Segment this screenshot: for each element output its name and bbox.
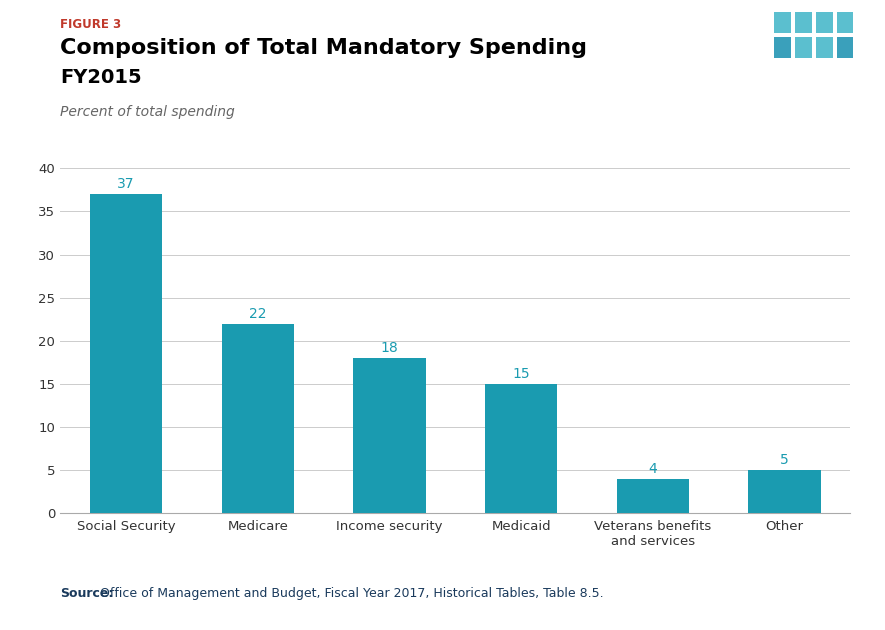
Bar — [795, 11, 812, 33]
Text: 37: 37 — [118, 177, 135, 191]
Bar — [221, 324, 294, 513]
Text: Composition of Total Mandatory Spending: Composition of Total Mandatory Spending — [60, 38, 587, 58]
Bar — [816, 37, 833, 57]
Bar — [353, 358, 426, 513]
Bar — [774, 37, 791, 57]
Text: 5: 5 — [781, 453, 789, 467]
Text: Percent of total spending: Percent of total spending — [60, 105, 235, 119]
Bar — [774, 11, 791, 33]
Text: 18: 18 — [381, 341, 398, 355]
Text: FY2015: FY2015 — [60, 68, 142, 87]
Text: Office of Management and Budget, Fiscal Year 2017, Historical Tables, Table 8.5.: Office of Management and Budget, Fiscal … — [96, 587, 604, 600]
Bar — [617, 479, 689, 513]
Text: 4: 4 — [649, 462, 658, 476]
Bar — [836, 11, 853, 33]
Text: Source:: Source: — [60, 587, 113, 600]
Bar — [795, 37, 812, 57]
Bar — [816, 11, 833, 33]
Text: FIGURE 3: FIGURE 3 — [60, 18, 121, 32]
Text: TPC: TPC — [794, 64, 838, 84]
Bar — [749, 470, 821, 513]
Text: 15: 15 — [512, 367, 530, 381]
Bar — [89, 194, 162, 513]
Text: 22: 22 — [249, 307, 266, 321]
Bar — [836, 37, 853, 57]
Bar — [485, 384, 558, 513]
